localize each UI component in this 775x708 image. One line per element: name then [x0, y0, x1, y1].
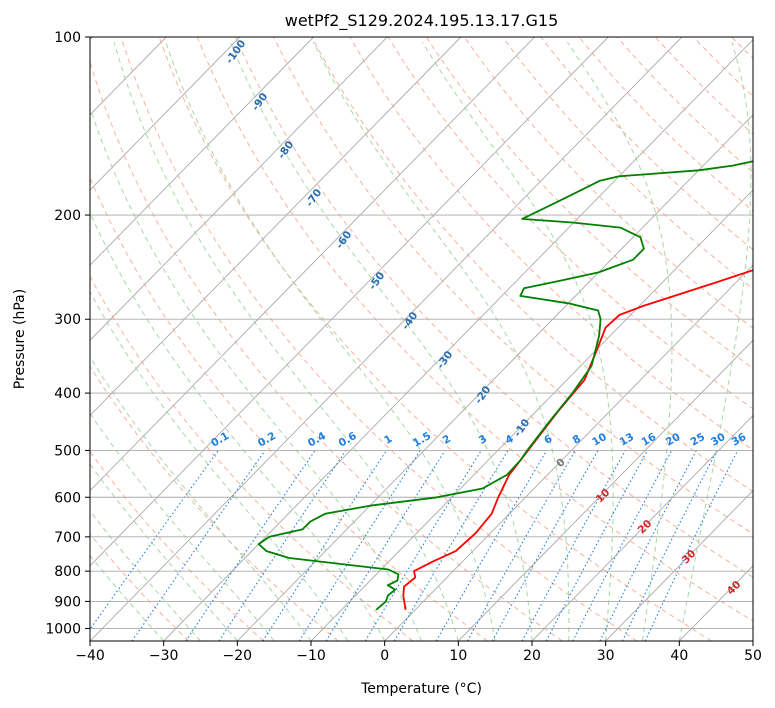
x-tick-label: 0 — [380, 648, 389, 664]
moist-adiabat-line — [90, 412, 275, 641]
isotherm-line — [90, 37, 609, 567]
mixing-ratio-line — [521, 450, 626, 641]
x-tick-label: −30 — [149, 648, 179, 664]
x-tick-label: 30 — [597, 648, 615, 664]
isotherm-line — [458, 339, 753, 641]
moist-adiabat-line — [90, 510, 201, 641]
moist-adiabat-line — [165, 41, 496, 641]
moist-adiabat-line — [90, 463, 238, 641]
dry-adiabat-line — [90, 176, 488, 641]
y-tick-label: 300 — [54, 312, 81, 328]
chart-title: wetPf2_S129.2024.195.13.17.G15 — [285, 11, 559, 31]
temperature-line — [402, 269, 753, 610]
moist-adiabat-line — [90, 211, 386, 641]
isotherm-line — [90, 37, 462, 417]
dry-adiabat-line — [540, 37, 753, 251]
isotherm-line — [90, 37, 388, 341]
series-group — [257, 160, 753, 611]
y-tick-label: 800 — [54, 564, 81, 580]
y-tick-label: 200 — [54, 208, 81, 224]
y-tick-label: 100 — [54, 30, 81, 46]
dry-adiabat-line — [425, 37, 753, 369]
moist-adiabat-line — [566, 41, 673, 641]
isotherm-line — [90, 37, 314, 266]
moist-adiabat-line — [90, 106, 422, 641]
y-tick-label: 600 — [54, 490, 81, 506]
mixing-ratio-line — [131, 450, 266, 641]
mixing-ratio-line — [185, 450, 316, 641]
x-tick-label: 40 — [670, 648, 688, 664]
x-axis-label: Temperature (°C) — [360, 681, 482, 697]
isotherm-line — [163, 38, 753, 641]
moist-adiabat-line — [90, 555, 165, 641]
isotherm-line — [531, 414, 753, 641]
mixing-ratio-line — [621, 450, 718, 641]
y-tick-label: 1000 — [45, 621, 81, 637]
x-tick-label: −40 — [75, 648, 105, 664]
x-tick-label: 50 — [744, 648, 762, 664]
dry-adiabat-line — [502, 37, 753, 290]
dry-adiabat-line — [196, 37, 753, 622]
mixing-ratio-line — [599, 450, 697, 641]
mixing-ratio-line — [491, 450, 599, 641]
y-axis-label: Pressure (hPa) — [12, 289, 28, 389]
isotherm-line — [90, 37, 683, 641]
moist-adiabat-line — [113, 41, 459, 641]
y-tick-label: 900 — [54, 594, 81, 610]
plot-frame — [89, 36, 754, 642]
mixing-ratio-line — [467, 450, 576, 641]
mixing-ratio-lines — [90, 450, 739, 641]
moist-adiabat-line — [90, 355, 312, 641]
plot-area: -100-90-80-70-60-50-40-30-20-100.1 0.2 0.4… — [90, 37, 753, 641]
dewpoint-line — [257, 160, 753, 611]
moist-adiabat-line — [678, 41, 752, 641]
moist-adiabat-lines — [90, 41, 752, 641]
x-tick-label: −20 — [223, 648, 253, 664]
isotherm-line — [90, 37, 535, 492]
dry-adiabat-line — [273, 37, 753, 535]
x-tick-label: 20 — [523, 648, 541, 664]
y-tick-label: 400 — [54, 386, 81, 402]
mixing-ratio-line — [298, 450, 421, 641]
x-tick-label: −10 — [296, 648, 326, 664]
dry-adiabat-line — [90, 275, 414, 641]
pressure-grid-lines — [90, 37, 753, 629]
dry-adiabat-line — [158, 37, 712, 641]
dry-adiabat-line — [90, 533, 190, 641]
isotherm-line — [237, 114, 753, 641]
y-tick-label: 700 — [54, 530, 81, 546]
isotherm-line — [90, 37, 241, 191]
x-tick-label: 10 — [449, 648, 467, 664]
mixing-ratio-line — [218, 450, 347, 641]
moist-adiabat-line — [421, 41, 614, 641]
isotherm-line — [605, 490, 753, 641]
y-tick-label: 500 — [54, 443, 81, 459]
mixing-ratio-line — [90, 450, 219, 631]
dry-adiabat-line — [120, 37, 638, 641]
mixing-ratio-line — [262, 450, 388, 641]
dry-adiabat-line — [311, 37, 753, 493]
dry-adiabat-line — [235, 37, 753, 578]
isotherm-line — [384, 264, 753, 641]
x-axis-ticks: −40 −30 −20 −10 0 10 20 30 40 50 — [75, 641, 762, 664]
moist-adiabat-line — [312, 41, 570, 641]
y-axis-ticks: 1000 900 800 700 600 500 400 300 200 100 — [45, 30, 90, 637]
